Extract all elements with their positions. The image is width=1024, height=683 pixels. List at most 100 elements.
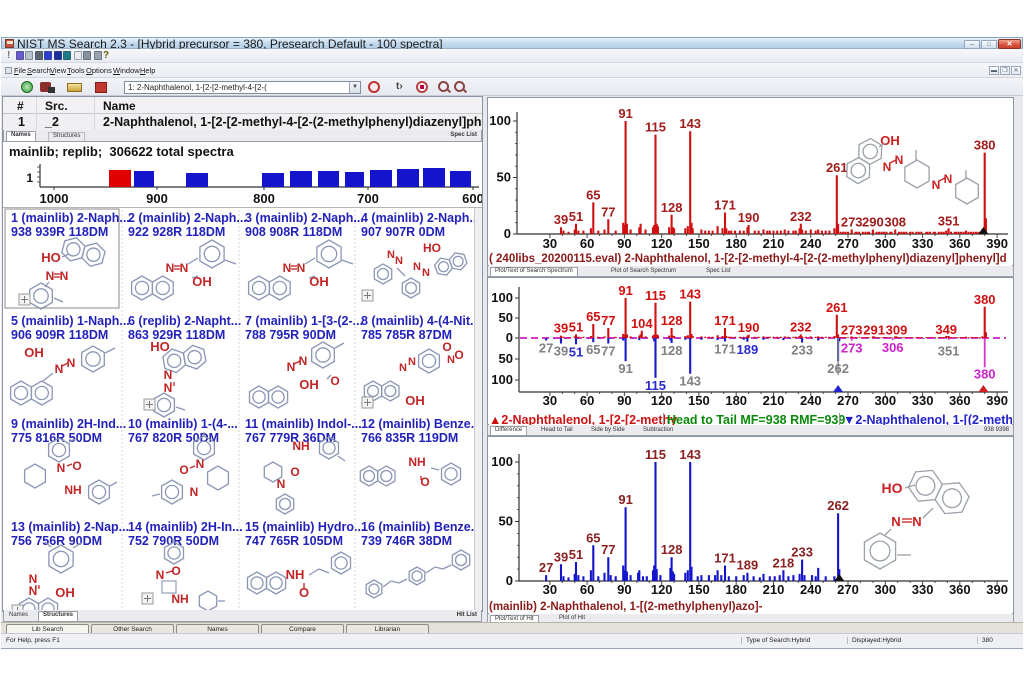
svg-text:mainlib; replib; 306622 total: mainlib; replib; 306622 total spectra xyxy=(9,144,234,159)
svg-text:360: 360 xyxy=(949,236,971,251)
svg-text:351: 351 xyxy=(938,213,960,228)
svg-text:104: 104 xyxy=(631,316,653,331)
svg-text:51: 51 xyxy=(569,547,583,562)
svg-text:N: N xyxy=(164,381,173,395)
svg-text:785 785R 87DM: 785 785R 87DM xyxy=(361,328,452,342)
svg-text:143: 143 xyxy=(679,116,701,131)
svg-text:273: 273 xyxy=(841,341,863,356)
svg-text:863 929R 118DM: 863 929R 118DM xyxy=(128,328,225,342)
svg-text:39: 39 xyxy=(554,321,568,336)
svg-text:N: N xyxy=(891,514,900,529)
svg-text:700: 700 xyxy=(357,191,379,206)
svg-text:240: 240 xyxy=(800,393,822,408)
svg-text:100: 100 xyxy=(489,113,511,128)
svg-text:65: 65 xyxy=(586,342,600,357)
svg-text:767 820R 50DM: 767 820R 50DM xyxy=(128,431,219,445)
svg-text:HO: HO xyxy=(882,480,903,496)
svg-text:349: 349 xyxy=(935,322,957,337)
svg-text:291: 291 xyxy=(863,322,885,337)
svg-text:1 (mainlib) 2-Naph...: 1 (mainlib) 2-Naph... xyxy=(11,211,130,225)
svg-text:766 835R 119DM: 766 835R 119DM xyxy=(361,431,458,445)
svg-text:10 (mainlib) 1-(4-...: 10 (mainlib) 1-(4-... xyxy=(128,417,238,431)
svg-text:O: O xyxy=(290,465,299,479)
svg-text:65: 65 xyxy=(586,187,600,202)
svg-text:HO: HO xyxy=(41,250,61,265)
svg-text:273: 273 xyxy=(841,322,863,337)
svg-text:N: N xyxy=(387,249,395,261)
svg-text:O: O xyxy=(420,475,429,489)
svg-text:77: 77 xyxy=(601,542,615,557)
svg-text:270: 270 xyxy=(837,393,859,408)
svg-text:3 (mainlib) 2-Naph...: 3 (mainlib) 2-Naph... xyxy=(245,211,364,225)
svg-text:180: 180 xyxy=(725,236,747,251)
svg-text:30: 30 xyxy=(543,393,557,408)
svg-text:100: 100 xyxy=(491,290,513,305)
svg-text:OH: OH xyxy=(299,377,319,392)
svg-text:261: 261 xyxy=(826,160,848,175)
svg-text:2 (mainlib) 2-Naph...: 2 (mainlib) 2-Naph... xyxy=(128,211,247,225)
svg-text:390: 390 xyxy=(986,582,1008,597)
svg-text:210: 210 xyxy=(763,236,785,251)
svg-text:180: 180 xyxy=(725,582,747,597)
svg-text:OH: OH xyxy=(55,585,75,600)
svg-text:N: N xyxy=(912,514,921,529)
svg-text:50: 50 xyxy=(497,170,511,185)
svg-text:12 (mainlib) Benze...: 12 (mainlib) Benze... xyxy=(361,417,481,431)
svg-text:NH: NH xyxy=(286,567,305,582)
svg-text:906 909R 118DM: 906 909R 118DM xyxy=(11,328,108,342)
svg-text:143: 143 xyxy=(679,287,701,302)
svg-text:N: N xyxy=(55,362,64,376)
svg-text:233: 233 xyxy=(791,343,813,358)
svg-text:N: N xyxy=(46,269,55,283)
svg-text:0: 0 xyxy=(506,573,513,588)
svg-text:788 795R 90DM: 788 795R 90DM xyxy=(245,328,336,342)
svg-text:232: 232 xyxy=(790,209,812,224)
svg-text:N: N xyxy=(67,356,76,370)
svg-text:306: 306 xyxy=(882,340,904,355)
svg-text:1: 1 xyxy=(26,171,33,185)
svg-text:6 (replib) 2-Napht...: 6 (replib) 2-Napht... xyxy=(128,314,241,328)
svg-text:N: N xyxy=(883,160,892,174)
svg-text:171: 171 xyxy=(714,198,736,213)
svg-text:39: 39 xyxy=(554,344,568,359)
svg-text:756 756R 90DM: 756 756R 90DM xyxy=(11,534,102,548)
svg-text:922 928R 118DM: 922 928R 118DM xyxy=(128,225,225,239)
svg-text:210: 210 xyxy=(763,393,785,408)
svg-text:O: O xyxy=(72,459,81,473)
svg-text:380: 380 xyxy=(974,138,996,153)
svg-text:N: N xyxy=(932,178,941,192)
svg-text:128: 128 xyxy=(661,542,683,557)
svg-text:600: 600 xyxy=(462,191,482,206)
svg-text:N: N xyxy=(164,368,173,382)
svg-text:128: 128 xyxy=(661,313,683,328)
svg-text:767 779R 36DM: 767 779R 36DM xyxy=(245,431,336,445)
svg-text:O: O xyxy=(179,463,188,477)
svg-text:100: 100 xyxy=(491,454,513,469)
svg-text:150: 150 xyxy=(688,582,710,597)
svg-text:115: 115 xyxy=(645,378,666,393)
svg-text:N: N xyxy=(196,457,205,471)
svg-text:50: 50 xyxy=(499,351,513,366)
svg-text:NH: NH xyxy=(408,455,425,469)
svg-text:190: 190 xyxy=(738,320,760,335)
svg-text:115: 115 xyxy=(645,288,666,303)
svg-text:270: 270 xyxy=(837,236,859,251)
svg-text:360: 360 xyxy=(949,582,971,597)
svg-text:OH: OH xyxy=(192,274,212,289)
svg-text:N: N xyxy=(447,354,455,366)
svg-text:N: N xyxy=(287,360,296,374)
svg-text:8 (mainlib) 4-(4-Nit...: 8 (mainlib) 4-(4-Nit... xyxy=(361,314,480,328)
svg-text:9 (mainlib) 2H-Ind...: 9 (mainlib) 2H-Ind... xyxy=(11,417,126,431)
svg-text:171: 171 xyxy=(714,341,736,356)
svg-text:330: 330 xyxy=(912,582,934,597)
svg-text:O: O xyxy=(299,585,309,600)
svg-text:90: 90 xyxy=(617,582,631,597)
svg-text:91: 91 xyxy=(618,492,632,507)
svg-text:747 765R 105DM: 747 765R 105DM xyxy=(245,534,343,548)
svg-text:351: 351 xyxy=(938,344,960,359)
svg-text:27: 27 xyxy=(539,560,553,575)
svg-text:30: 30 xyxy=(543,582,557,597)
svg-text:150: 150 xyxy=(688,236,710,251)
svg-text:N: N xyxy=(166,261,175,275)
svg-text:60: 60 xyxy=(580,236,594,251)
